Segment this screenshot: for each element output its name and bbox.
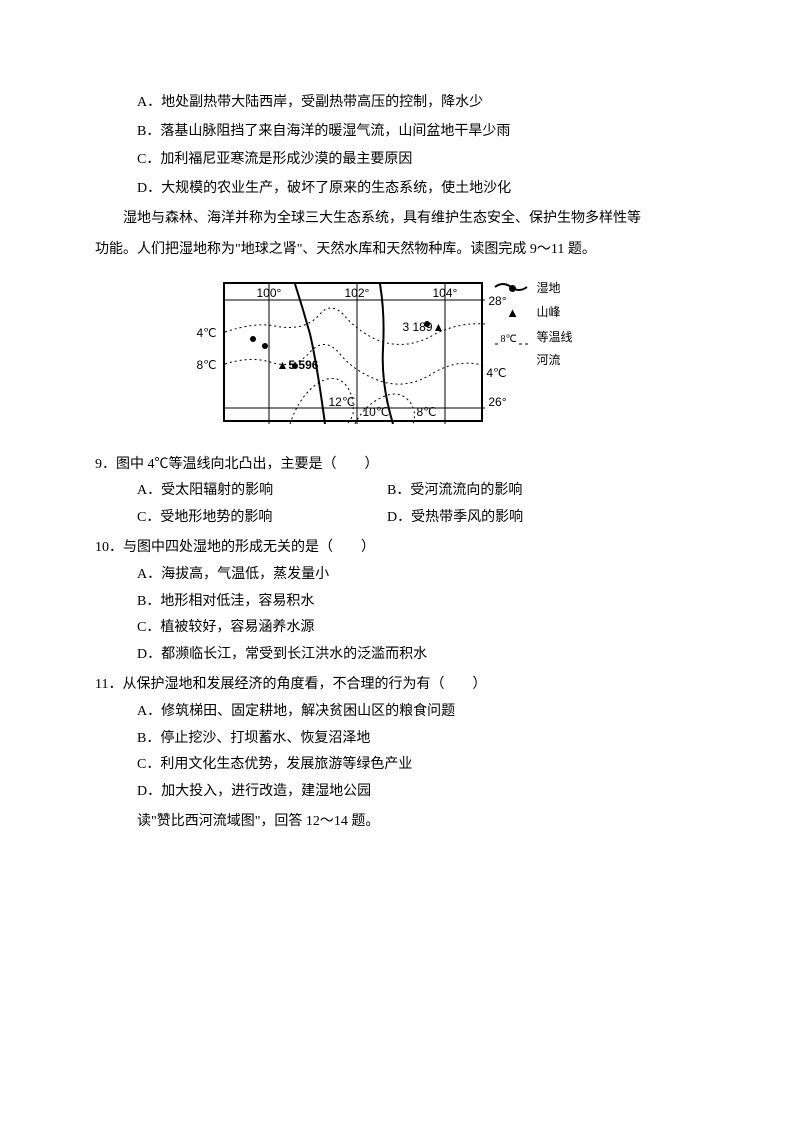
legend-peak: ▲ 山峰 — [493, 301, 573, 324]
q9-option-c: C．受地形地势的影响 — [137, 505, 387, 532]
legend-isotherm: 8℃ 等温线 — [493, 327, 573, 349]
wave-line-icon — [493, 278, 533, 292]
option-d: D．大规模的农业生产，破坏了原来的生态系统，使土地沙化 — [137, 176, 710, 203]
q11-stem: 11．从保护湿地和发展经济的角度看，不合理的行为有（ ） — [95, 672, 710, 699]
option-c: C．加利福尼亚寒流是形成沙漠的最主要原因 — [137, 147, 710, 174]
legend-river: 河流 — [493, 350, 573, 372]
q10-option-d: D．都濒临长江，常受到长江洪水的泛滥而积水 — [137, 642, 710, 669]
q11-option-a: A．修筑梯田、固定耕地，解决贫困山区的粮食问题 — [137, 699, 710, 726]
left-temp-8: 8℃ — [197, 354, 217, 377]
lat-26: 26° — [488, 391, 506, 414]
question-11: 11．从保护湿地和发展经济的角度看，不合理的行为有（ ） A．修筑梯田、固定耕地… — [95, 672, 710, 805]
q9-option-d: D．受热带季风的影响 — [387, 505, 523, 532]
map-box: 100° 102° 104° 28° 26° 4℃ 8℃ 4℃ ▲5 596 3… — [223, 282, 483, 422]
q11-option-b: B．停止挖沙、打坝蓄水、恢复沼泽地 — [137, 726, 710, 753]
q11-option-c: C．利用文化生态优势，发展旅游等绿色产业 — [137, 752, 710, 779]
q10-option-c: C．植被较好，容易涵养水源 — [137, 615, 710, 642]
q10-option-a: A．海拔高，气温低，蒸发量小 — [137, 562, 710, 589]
map-figure: 100° 102° 104° 28° 26° 4℃ 8℃ 4℃ ▲5 596 3… — [183, 272, 623, 442]
q9-row-1: A．受太阳辐射的影响 B．受河流流向的影响 — [137, 478, 710, 505]
q9-row-2: C．受地形地势的影响 D．受热带季风的影响 — [137, 505, 710, 532]
trailing-instruction: 读"赞比西河流域图"，回答 12～14 题。 — [137, 809, 710, 836]
question-9: 9．图中 4℃等温线向北凸出，主要是（ ） A．受太阳辐射的影响 B．受河流流向… — [95, 452, 710, 532]
q9-option-b: B．受河流流向的影响 — [387, 478, 522, 505]
map-legend: 湿地 ▲ 山峰 8℃ 等温线 河流 — [493, 278, 573, 374]
map-svg — [225, 284, 485, 424]
q9-stem: 9．图中 4℃等温线向北凸出，主要是（ ） — [95, 452, 710, 479]
question-10: 10．与图中四处湿地的形成无关的是（ ） A．海拔高，气温低，蒸发量小 B．地形… — [95, 535, 710, 668]
figure-container: 100° 102° 104° 28° 26° 4℃ 8℃ 4℃ ▲5 596 3… — [95, 272, 710, 442]
option-a: A．地处副热带大陆西岸，受副热带高压的控制，降水少 — [137, 90, 710, 117]
passage-line-2: 功能。人们把湿地称为"地球之肾"、天然水库和天然物种库。读图完成 9～11 题。 — [95, 237, 710, 264]
left-temp-4: 4℃ — [197, 322, 217, 345]
q10-option-b: B．地形相对低洼，容易积水 — [137, 589, 710, 616]
q9-option-a: A．受太阳辐射的影响 — [137, 478, 387, 505]
prev-question-options: A．地处副热带大陆西岸，受副热带高压的控制，降水少 B．落基山脉阻挡了来自海洋的… — [137, 90, 710, 202]
q10-stem: 10．与图中四处湿地的形成无关的是（ ） — [95, 535, 710, 562]
option-b: B．落基山脉阻挡了来自海洋的暖湿气流，山间盆地干旱少雨 — [137, 119, 710, 146]
passage-line-1: 湿地与森林、海洋并称为全球三大生态系统，具有维护生态安全、保护生物多样性等 — [95, 206, 710, 233]
triangle-icon: ▲ — [506, 301, 519, 324]
q11-option-d: D．加大投入，进行改造，建湿地公园 — [137, 779, 710, 806]
